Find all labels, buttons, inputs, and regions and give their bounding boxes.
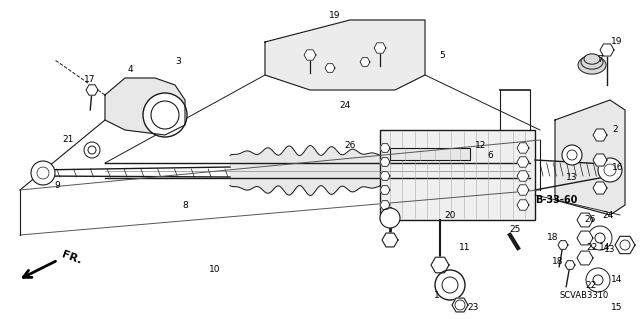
Polygon shape: [105, 78, 185, 135]
Polygon shape: [382, 233, 398, 247]
Polygon shape: [304, 50, 316, 60]
Circle shape: [598, 158, 622, 182]
Polygon shape: [517, 185, 529, 195]
Circle shape: [380, 208, 400, 228]
Text: 26: 26: [344, 140, 356, 150]
Ellipse shape: [578, 56, 606, 74]
Polygon shape: [577, 251, 593, 265]
Text: 8: 8: [182, 201, 188, 210]
Ellipse shape: [581, 55, 603, 69]
Circle shape: [31, 161, 55, 185]
Text: 21: 21: [62, 136, 74, 145]
Text: 15: 15: [611, 303, 623, 313]
Polygon shape: [555, 100, 625, 215]
Text: 23: 23: [467, 303, 479, 313]
Circle shape: [435, 270, 465, 300]
Text: 3: 3: [175, 57, 181, 66]
Circle shape: [143, 93, 187, 137]
Text: 9: 9: [54, 181, 60, 189]
Polygon shape: [517, 157, 529, 167]
Circle shape: [88, 146, 96, 154]
Polygon shape: [593, 154, 607, 166]
Polygon shape: [517, 143, 529, 153]
Circle shape: [567, 150, 577, 160]
Polygon shape: [615, 236, 635, 254]
Text: 24: 24: [339, 100, 351, 109]
Text: 10: 10: [209, 265, 221, 275]
Circle shape: [455, 300, 465, 310]
Circle shape: [37, 167, 49, 179]
Polygon shape: [593, 182, 607, 194]
Text: 22: 22: [586, 280, 596, 290]
Polygon shape: [360, 58, 370, 66]
Polygon shape: [452, 298, 468, 312]
Circle shape: [595, 233, 605, 243]
Polygon shape: [380, 186, 390, 194]
Text: 13: 13: [604, 246, 616, 255]
Text: 5: 5: [439, 50, 445, 60]
Polygon shape: [380, 172, 390, 180]
Circle shape: [604, 164, 616, 176]
Polygon shape: [577, 213, 593, 227]
Text: 24: 24: [602, 211, 614, 219]
Polygon shape: [374, 43, 386, 53]
Polygon shape: [517, 200, 529, 210]
Circle shape: [84, 142, 100, 158]
Text: SCVAB3310: SCVAB3310: [560, 291, 609, 300]
Circle shape: [586, 268, 610, 292]
Circle shape: [593, 275, 603, 285]
Text: 2: 2: [612, 125, 618, 135]
Polygon shape: [558, 241, 568, 249]
Text: 7: 7: [597, 56, 603, 64]
Polygon shape: [380, 201, 390, 209]
Circle shape: [588, 226, 612, 250]
Polygon shape: [380, 144, 390, 152]
Polygon shape: [565, 261, 575, 269]
Circle shape: [151, 101, 179, 129]
Circle shape: [620, 240, 630, 250]
Polygon shape: [600, 44, 614, 56]
Circle shape: [562, 145, 582, 165]
Text: 17: 17: [84, 76, 96, 85]
Text: 20: 20: [444, 211, 456, 219]
Text: 13: 13: [566, 174, 578, 182]
Text: 16: 16: [612, 164, 624, 173]
Text: 12: 12: [476, 140, 486, 150]
Text: 26: 26: [584, 216, 596, 225]
Text: 11: 11: [460, 243, 471, 253]
Polygon shape: [517, 171, 529, 181]
Text: 6: 6: [487, 151, 493, 160]
Text: 18: 18: [552, 257, 564, 266]
Text: 4: 4: [127, 65, 133, 75]
Text: 14: 14: [611, 276, 623, 285]
Ellipse shape: [584, 54, 600, 64]
Text: FR.: FR.: [60, 250, 83, 266]
Text: B-33-60: B-33-60: [535, 195, 577, 205]
Text: 19: 19: [329, 11, 340, 19]
Bar: [380, 130, 535, 220]
Polygon shape: [431, 257, 449, 273]
Bar: [390, 148, 470, 160]
Text: 1: 1: [434, 291, 440, 300]
Text: 14: 14: [599, 243, 611, 253]
Text: 19: 19: [611, 38, 623, 47]
Polygon shape: [86, 85, 98, 95]
Text: 25: 25: [509, 226, 521, 234]
Polygon shape: [380, 158, 390, 166]
Text: 22: 22: [586, 243, 598, 253]
Polygon shape: [325, 64, 335, 72]
Polygon shape: [593, 129, 607, 141]
Polygon shape: [265, 20, 425, 90]
Circle shape: [442, 277, 458, 293]
Text: 18: 18: [547, 234, 559, 242]
Polygon shape: [577, 231, 593, 245]
